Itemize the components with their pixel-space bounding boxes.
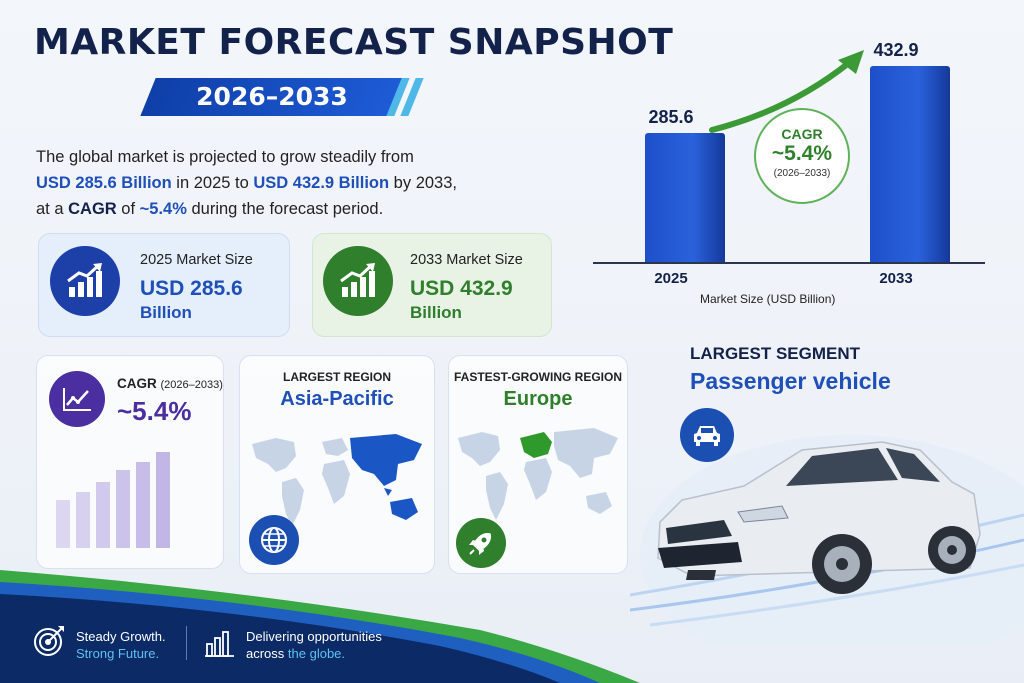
decor-bar bbox=[96, 482, 110, 548]
growth-arrow bbox=[709, 50, 864, 133]
market-2033-label: 2033 Market Size bbox=[410, 252, 523, 268]
chart-tick-label: 2033 bbox=[879, 270, 913, 287]
cagr-annotation-period: (2026–2033) bbox=[773, 168, 831, 179]
cagr-annotation: CAGR ~5.4% (2026–2033) bbox=[754, 108, 850, 204]
decor-bar bbox=[116, 470, 130, 548]
footer-tagline-line2a: across bbox=[246, 646, 288, 661]
globe-icon bbox=[249, 515, 299, 565]
market-2033-value: USD 432.9 bbox=[410, 277, 513, 300]
car-image bbox=[657, 441, 981, 594]
chart-data-label: 432.9 bbox=[873, 40, 919, 60]
fastest-region-label: FASTEST-GROWING REGION bbox=[453, 370, 622, 384]
largest-region-label: LARGEST REGION bbox=[282, 370, 391, 384]
period-label: 2026–2033 bbox=[196, 82, 348, 111]
market-2025-unit: Billion bbox=[140, 303, 192, 322]
chart-x-axis-title: Market Size (USD Billion) bbox=[700, 292, 836, 306]
market-2025-label: 2025 Market Size bbox=[140, 252, 253, 268]
trend-line-icon bbox=[49, 371, 105, 427]
footer-slogan: Steady Growth. Strong Future. bbox=[76, 628, 166, 662]
world-map bbox=[458, 428, 618, 520]
rocket-icon bbox=[456, 518, 506, 568]
footer-divider bbox=[186, 626, 187, 660]
world-map bbox=[252, 434, 422, 526]
growth-chart-icon bbox=[323, 246, 393, 316]
chart-data-label: 285.6 bbox=[648, 106, 694, 127]
cagr-period: (2026–2033) bbox=[160, 379, 223, 391]
chart-x-axis bbox=[593, 262, 985, 264]
target-icon bbox=[34, 626, 64, 656]
europe-region bbox=[520, 432, 552, 458]
cagr-label-text: CAGR bbox=[117, 376, 157, 391]
decor-bar bbox=[156, 452, 170, 548]
intro-text: at a bbox=[36, 200, 69, 218]
cagr-value: ~5.4% bbox=[117, 396, 192, 426]
footer-band bbox=[0, 570, 640, 683]
market-2025-value: USD 285.6 bbox=[140, 277, 243, 300]
market-2033-unit: Billion bbox=[410, 303, 462, 322]
cagr-label: CAGR (2026–2033) bbox=[117, 376, 223, 391]
footer-tagline: Delivering opportunities across the glob… bbox=[246, 628, 382, 662]
page-title: MARKET FORECAST SNAPSHOT bbox=[34, 22, 674, 63]
growth-chart-icon bbox=[50, 246, 120, 316]
cagr-annotation-label: CAGR bbox=[781, 126, 823, 142]
cagr-annotation-value: ~5.4% bbox=[771, 142, 833, 165]
intro-value-2033: USD 432.9 Billion bbox=[253, 174, 390, 192]
chart-bar-2025 bbox=[645, 132, 725, 262]
intro-text: by 2033, bbox=[389, 174, 457, 192]
segment-label: LARGEST SEGMENT bbox=[690, 344, 861, 363]
footer-slogan-line2: Strong Future. bbox=[76, 646, 160, 661]
chart-bar-2033 bbox=[870, 66, 950, 262]
largest-region-value: Asia-Pacific bbox=[280, 388, 394, 410]
decor-bar bbox=[76, 492, 90, 548]
chart-tick-label: 2025 bbox=[654, 270, 688, 287]
segment-value: Passenger vehicle bbox=[690, 368, 891, 394]
footer-tagline-line1: Delivering opportunities bbox=[246, 629, 382, 644]
footer-slogan-line1: Steady Growth. bbox=[76, 629, 166, 644]
intro-text: The global market is projected to grow s… bbox=[36, 148, 414, 166]
intro-paragraph: The global market is projected to grow s… bbox=[36, 144, 476, 222]
footer-tagline-line2b: the globe. bbox=[287, 646, 346, 661]
asia-pacific-region bbox=[350, 434, 422, 486]
bar-chart-icon bbox=[205, 631, 234, 657]
intro-text: of bbox=[116, 200, 140, 218]
decor-bar bbox=[136, 462, 150, 548]
decor-bar bbox=[56, 500, 70, 548]
intro-text: in 2025 to bbox=[171, 174, 254, 192]
fastest-region-value: Europe bbox=[503, 388, 573, 410]
car-icon bbox=[680, 408, 734, 462]
intro-cagr-word: CAGR bbox=[68, 200, 117, 218]
intro-cagr-value: ~5.4% bbox=[139, 200, 187, 218]
cagr-decor-bars bbox=[56, 452, 170, 548]
intro-value-2025: USD 285.6 Billion bbox=[36, 174, 172, 192]
intro-text: during the forecast period. bbox=[186, 200, 384, 218]
